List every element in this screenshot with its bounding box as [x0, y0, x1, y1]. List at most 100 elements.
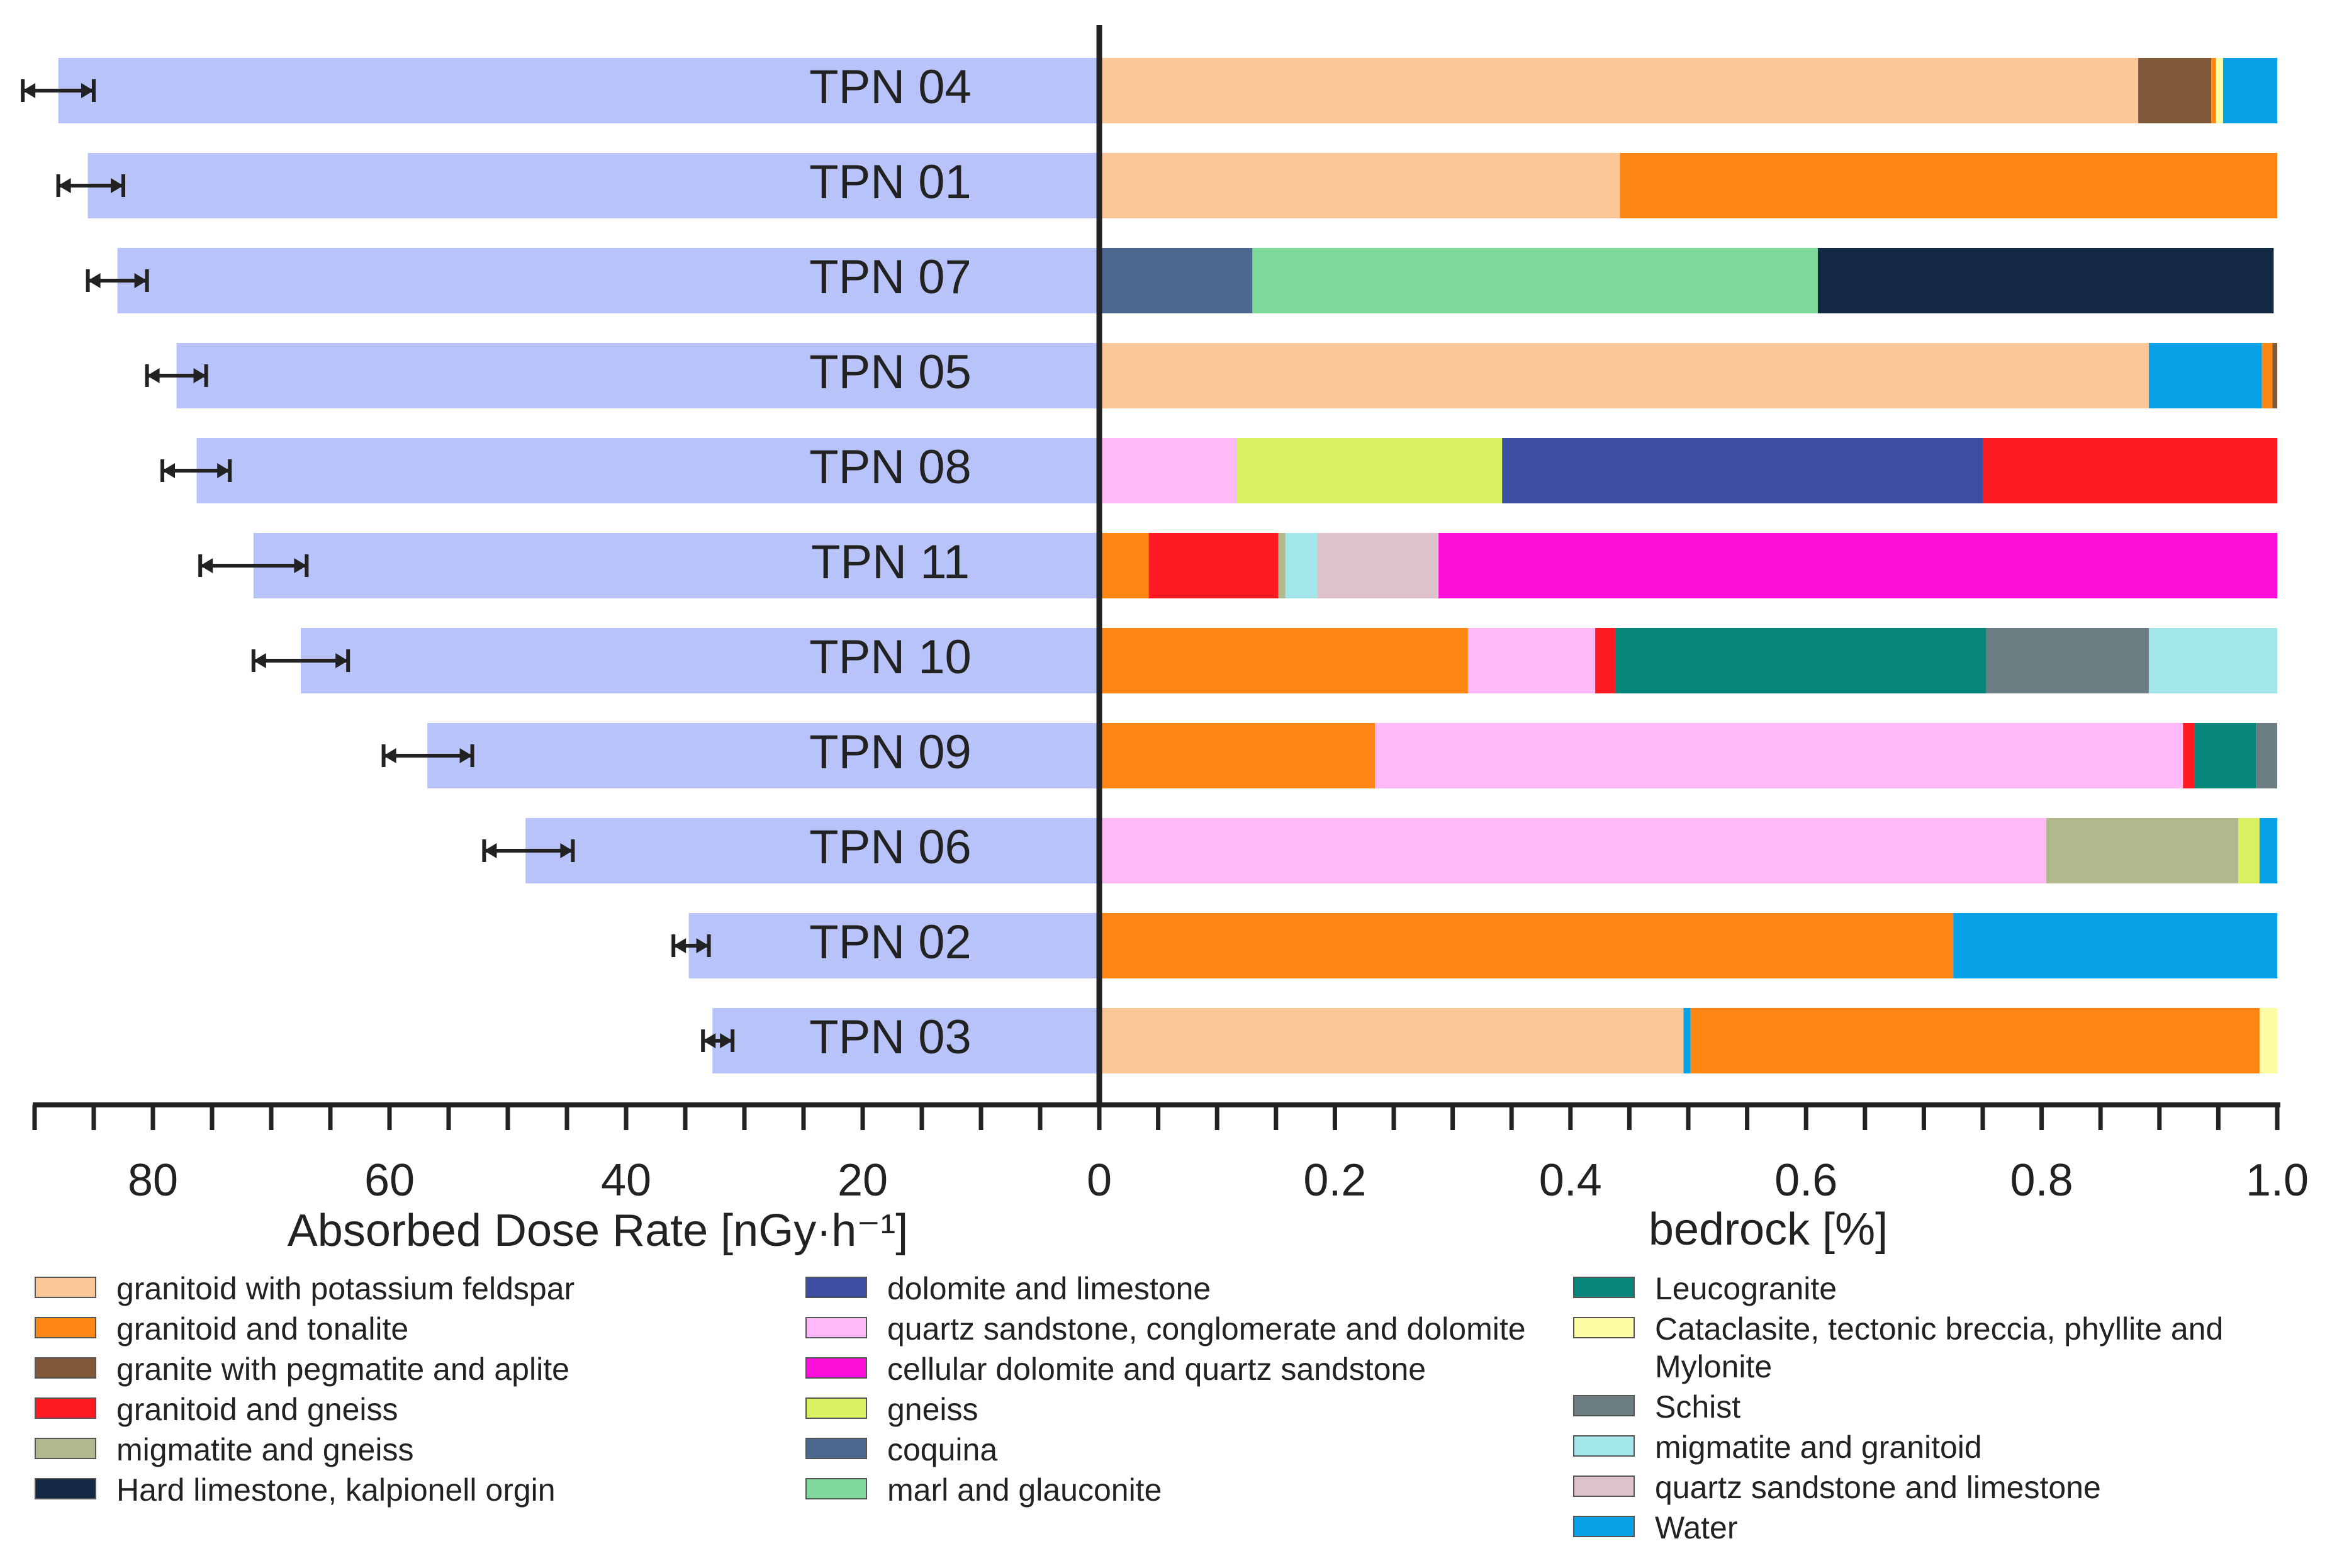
error-bar-arrow	[696, 938, 709, 953]
legend-item: quartz sandstone and limestone	[1573, 1469, 2297, 1506]
tick-label: 80	[128, 1155, 178, 1206]
error-bar-arrow	[294, 558, 307, 573]
bedrock-row	[1099, 248, 2274, 313]
dose-bar	[253, 533, 1099, 598]
error-bar-arrow	[335, 653, 349, 668]
error-bar-arrow	[673, 938, 687, 953]
tick-label: 0.4	[1539, 1155, 1602, 1206]
error-bar	[145, 364, 208, 387]
bedrock-row	[1099, 533, 2277, 598]
error-bar	[56, 174, 125, 197]
error-bar-arrow	[87, 273, 101, 288]
category-label: TPN 10	[809, 630, 972, 684]
legend-label: Leucogranite	[1655, 1271, 1837, 1306]
bedrock-segment	[1099, 913, 1954, 978]
category-labels: TPN 04 TPN 01 TPN 07 TPN 05 TPN 08 TPN 11 TPN …	[809, 60, 972, 1064]
error-bar	[381, 744, 474, 767]
legend-column: granitoid with potassium feldspar granito…	[35, 1270, 727, 1511]
bedrock-segment	[2194, 723, 2256, 788]
error-bar	[482, 839, 575, 862]
legend-swatch	[1573, 1317, 1635, 1338]
legend-item: granitoid and gneiss	[35, 1391, 727, 1428]
dose-rate-error-bars	[21, 79, 735, 1052]
legend-item: migmatite and granitoid	[1573, 1428, 2297, 1466]
bedrock-segment	[1317, 533, 1439, 598]
legend-swatch	[1573, 1476, 1635, 1497]
bedrock-segment	[2216, 58, 2223, 123]
category-label: TPN 08	[809, 440, 972, 494]
error-bar	[86, 269, 149, 292]
legend-item: coquina	[805, 1431, 1529, 1469]
bedrock-segment	[1252, 248, 1818, 313]
bedrock-segment	[2222, 58, 2277, 123]
bedrock-segment	[1615, 628, 1987, 693]
legend-swatch	[35, 1478, 96, 1499]
legend-swatch	[1573, 1516, 1635, 1537]
legend-label: marl and glauconite	[887, 1472, 1162, 1508]
legend-label: coquina	[887, 1432, 998, 1467]
dose-bar	[525, 818, 1099, 883]
legend-column: dolomite and limestone quartz sandstone, …	[805, 1270, 1529, 1511]
legend-item: granitoid and tonalite	[35, 1310, 727, 1348]
bedrock-segment	[1502, 438, 1983, 503]
bedrock-segment	[1683, 1008, 1691, 1073]
error-bar	[701, 1029, 735, 1052]
legend-swatch	[805, 1397, 867, 1419]
bedrock-segment	[1099, 438, 1238, 503]
error-bar-arrow	[58, 178, 71, 193]
dose-bar	[196, 438, 1099, 503]
axis-ticks	[32, 1105, 2280, 1130]
error-bar-arrow	[111, 178, 123, 193]
legend-label: Water	[1655, 1510, 1738, 1545]
category-label: TPN 05	[809, 345, 972, 399]
legend-item: cellular dolomite and quartz sandstone	[805, 1350, 1529, 1388]
legend-item: Leucogranite	[1573, 1270, 2297, 1308]
bedrock-segment	[1099, 1008, 1684, 1073]
bedrock-segment	[2259, 818, 2277, 883]
dose-bar	[427, 723, 1100, 788]
bedrock-row	[1099, 1008, 2277, 1073]
bedrock-segment	[1285, 533, 1318, 598]
bedrock-segment	[1099, 818, 2047, 883]
bedrock-row	[1099, 343, 2277, 408]
legend-label: cellular dolomite and quartz sandstone	[887, 1352, 1426, 1387]
bedrock-segment	[2183, 723, 2195, 788]
error-bar	[251, 649, 350, 672]
legend-label: granite with pegmatite and aplite	[116, 1352, 569, 1387]
legend-label: dolomite and limestone	[887, 1271, 1211, 1306]
error-bar-arrow	[147, 368, 160, 383]
category-label: TPN 03	[809, 1011, 972, 1064]
bedrock-row	[1099, 438, 2277, 503]
error-bar-arrow	[134, 273, 147, 288]
bedrock-segment	[1953, 913, 2277, 978]
bedrock-segment	[1099, 248, 1253, 313]
bedrock-row	[1099, 913, 2277, 978]
bedrock-segment	[1690, 1008, 2260, 1073]
legend-label: migmatite and granitoid	[1655, 1430, 1982, 1465]
error-bar-arrow	[193, 368, 206, 383]
category-label: TPN 11	[811, 535, 970, 589]
legend-swatch	[1573, 1395, 1635, 1416]
bedrock-segment	[1237, 438, 1503, 503]
legend-label: gneiss	[887, 1392, 978, 1427]
axis-tick-labels: 80 60 40 20 0 0.2 0.4 0.6 0.8 1.0	[128, 1155, 2309, 1206]
bedrock-segment	[1817, 248, 2274, 313]
legend-label: granitoid and gneiss	[116, 1392, 398, 1427]
bedrock-segment	[1099, 58, 2139, 123]
bedrock-segment	[1595, 628, 1615, 693]
tick-label: 0.8	[2010, 1155, 2073, 1206]
bedrock-segment	[2238, 818, 2260, 883]
bedrock-segment	[2211, 58, 2216, 123]
legend-item: dolomite and limestone	[805, 1270, 1529, 1308]
legend-label: migmatite and gneiss	[116, 1432, 414, 1467]
error-bar-arrow	[23, 83, 36, 98]
bedrock-segment	[2261, 343, 2273, 408]
legend-item: Cataclasite, tectonic breccia, phyllite …	[1573, 1310, 2297, 1386]
legend-swatch	[805, 1317, 867, 1338]
error-bar-arrow	[703, 1033, 716, 1048]
legend-swatch	[35, 1357, 96, 1379]
legend-item: migmatite and gneiss	[35, 1431, 727, 1469]
legend-swatch	[805, 1438, 867, 1459]
error-bar-arrow	[217, 463, 230, 478]
category-label: TPN 04	[809, 60, 972, 114]
